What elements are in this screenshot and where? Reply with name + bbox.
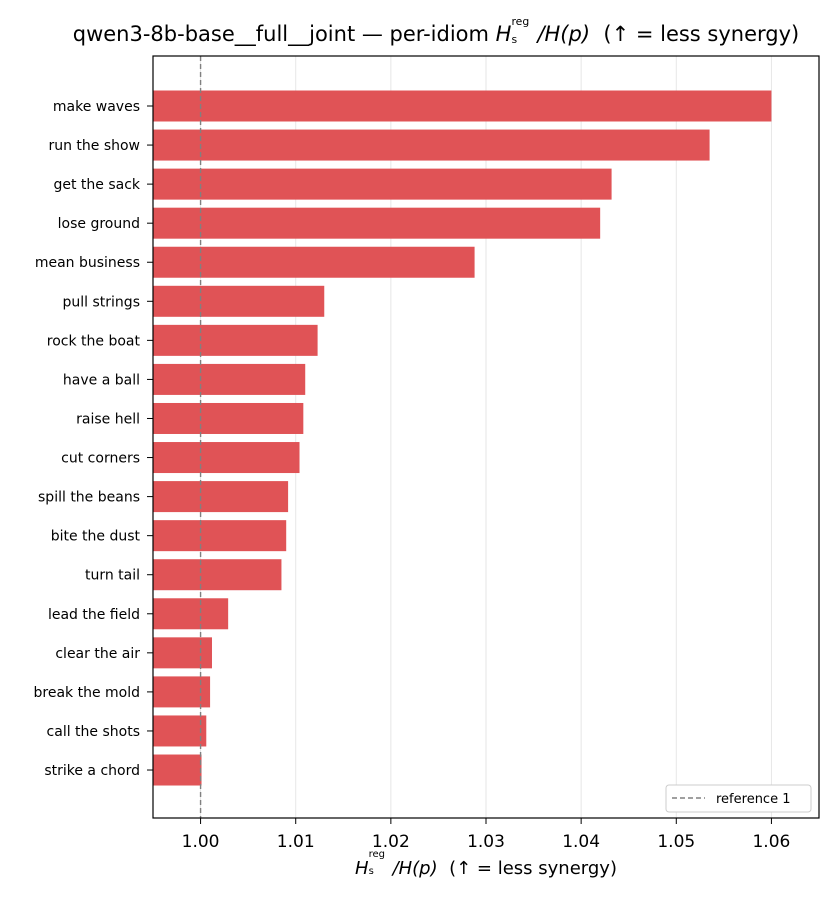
- legend: reference 1: [665, 784, 812, 813]
- title-math-sub: s: [511, 33, 518, 46]
- bar: [153, 363, 306, 395]
- y-tick-label: turn tail: [85, 568, 140, 584]
- x-tick-label: 1.06: [752, 832, 790, 852]
- bars: [153, 90, 772, 786]
- xlabel-suffix: (↑ = less synergy): [437, 858, 617, 879]
- chart-title: qwen3-8b-base__full__joint — per-idiom H…: [0, 15, 840, 46]
- bar: [153, 637, 212, 669]
- xlabel-math-sub: s: [368, 866, 374, 877]
- x-axis-ticks: 1.00 1.01 1.02 1.03 1.04 1.05 1.06: [182, 818, 790, 852]
- y-tick-label: make waves: [53, 99, 140, 115]
- bar: [153, 207, 601, 239]
- bar: [153, 715, 207, 747]
- xlabel-math-sup: reg: [368, 849, 385, 860]
- y-tick-label: run the show: [48, 138, 140, 154]
- y-tick-label: break the mold: [34, 685, 141, 701]
- y-tick-label: cut corners: [61, 451, 140, 467]
- bar: [153, 442, 300, 474]
- y-tick-label: pull strings: [63, 294, 140, 310]
- y-tick-label: strike a chord: [44, 763, 140, 779]
- bar: [153, 90, 772, 122]
- bar: [153, 598, 229, 630]
- y-tick-label: lose ground: [58, 216, 140, 232]
- x-tick-label: 1.02: [372, 832, 410, 852]
- title-suffix: (↑ = less synergy): [590, 22, 800, 46]
- x-tick-label: 1.01: [277, 832, 315, 852]
- y-tick-label: clear the air: [55, 646, 140, 662]
- bar: [153, 559, 282, 591]
- y-tick-label: bite the dust: [51, 529, 141, 545]
- bar: [153, 246, 475, 278]
- bar: [153, 481, 289, 513]
- bar: [153, 285, 325, 317]
- xlabel-math-main: H: [355, 858, 369, 879]
- bar: [153, 676, 211, 708]
- bar: [153, 324, 318, 356]
- y-tick-label: call the shots: [47, 724, 140, 740]
- y-tick-label: spill the beans: [38, 490, 140, 506]
- bar: [153, 754, 202, 786]
- y-tick-label: have a ball: [63, 372, 140, 388]
- bar: [153, 129, 710, 161]
- x-tick-label: 1.05: [657, 832, 695, 852]
- legend-reference-label: reference 1: [716, 792, 790, 807]
- y-axis-ticks: make waves run the show get the sack lose g…: [34, 99, 153, 779]
- y-tick-label: get the sack: [53, 177, 140, 193]
- title-math-sup: reg: [511, 15, 530, 28]
- xlabel-math-tail: /H(p): [392, 858, 438, 879]
- bar: [153, 520, 287, 552]
- y-tick-label: lead the field: [48, 607, 140, 623]
- x-tick-label: 1.03: [467, 832, 505, 852]
- legend-box: [665, 784, 812, 813]
- title-math-main: H: [495, 22, 512, 46]
- y-tick-label: mean business: [35, 255, 140, 271]
- x-tick-label: 1.04: [562, 832, 600, 852]
- title-math-tail: /H(p): [537, 22, 591, 46]
- x-tick-label: 1.00: [182, 832, 220, 852]
- y-tick-label: raise hell: [76, 411, 140, 427]
- y-tick-label: rock the boat: [47, 333, 141, 349]
- bar: [153, 402, 304, 434]
- title-prefix: qwen3-8b-base__full__joint — per-idiom: [72, 22, 496, 46]
- bar: [153, 168, 612, 200]
